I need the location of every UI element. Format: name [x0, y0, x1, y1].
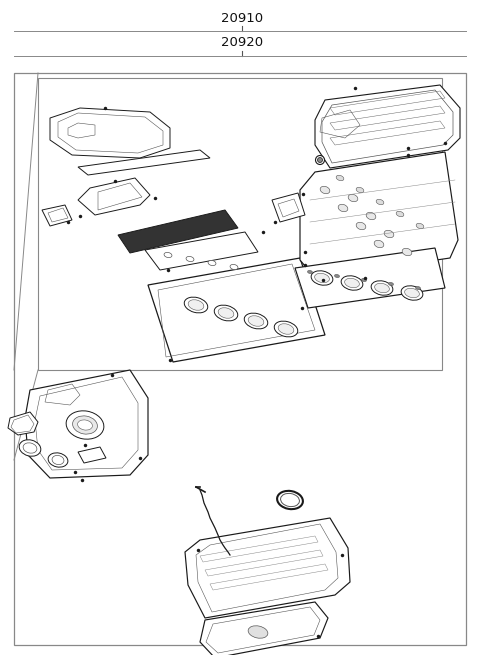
Ellipse shape: [356, 222, 366, 230]
Ellipse shape: [361, 278, 366, 282]
Ellipse shape: [371, 281, 393, 295]
Ellipse shape: [244, 313, 268, 329]
Polygon shape: [185, 518, 350, 618]
Ellipse shape: [374, 240, 384, 248]
Ellipse shape: [405, 288, 420, 297]
Bar: [14, 73, 466, 645]
Polygon shape: [78, 447, 106, 463]
Ellipse shape: [336, 176, 344, 181]
Ellipse shape: [278, 324, 294, 334]
Ellipse shape: [320, 186, 330, 194]
Polygon shape: [50, 108, 170, 158]
Ellipse shape: [23, 443, 37, 453]
Ellipse shape: [376, 199, 384, 205]
Bar: [38, 78, 442, 370]
Ellipse shape: [348, 195, 358, 202]
Ellipse shape: [345, 278, 360, 288]
Polygon shape: [42, 205, 72, 226]
Ellipse shape: [78, 420, 93, 430]
Ellipse shape: [416, 223, 424, 229]
Ellipse shape: [388, 282, 394, 286]
Ellipse shape: [338, 204, 348, 212]
Text: 20910: 20910: [221, 12, 263, 24]
Ellipse shape: [48, 453, 68, 467]
Ellipse shape: [72, 416, 97, 434]
Polygon shape: [118, 210, 238, 253]
Polygon shape: [148, 258, 325, 362]
Ellipse shape: [230, 265, 238, 270]
Ellipse shape: [315, 155, 324, 164]
Ellipse shape: [402, 248, 412, 255]
Ellipse shape: [208, 261, 216, 265]
Ellipse shape: [396, 212, 404, 217]
Ellipse shape: [274, 321, 298, 337]
Ellipse shape: [214, 305, 238, 321]
Ellipse shape: [366, 212, 376, 219]
Ellipse shape: [384, 231, 394, 238]
Ellipse shape: [248, 316, 264, 326]
Polygon shape: [78, 178, 150, 215]
Polygon shape: [295, 248, 445, 308]
Polygon shape: [200, 602, 328, 655]
Ellipse shape: [314, 273, 329, 283]
Ellipse shape: [281, 493, 300, 506]
Polygon shape: [8, 412, 38, 435]
Ellipse shape: [186, 256, 194, 261]
Text: 20920: 20920: [221, 37, 263, 50]
Polygon shape: [300, 152, 458, 278]
Ellipse shape: [317, 157, 323, 162]
Ellipse shape: [374, 284, 389, 293]
Ellipse shape: [164, 252, 172, 257]
Ellipse shape: [218, 308, 234, 318]
Polygon shape: [78, 150, 210, 175]
Ellipse shape: [416, 286, 420, 290]
Ellipse shape: [341, 276, 363, 290]
Ellipse shape: [188, 300, 204, 310]
Ellipse shape: [401, 286, 423, 300]
Ellipse shape: [52, 455, 64, 464]
Polygon shape: [272, 193, 305, 222]
Ellipse shape: [66, 411, 104, 439]
Ellipse shape: [311, 271, 333, 285]
Polygon shape: [145, 232, 258, 270]
Ellipse shape: [184, 297, 208, 313]
Ellipse shape: [335, 274, 339, 278]
Ellipse shape: [277, 491, 303, 509]
Polygon shape: [315, 85, 460, 168]
Ellipse shape: [19, 440, 41, 457]
Ellipse shape: [308, 271, 312, 274]
Polygon shape: [25, 370, 148, 478]
Ellipse shape: [356, 187, 364, 193]
Ellipse shape: [248, 626, 268, 638]
